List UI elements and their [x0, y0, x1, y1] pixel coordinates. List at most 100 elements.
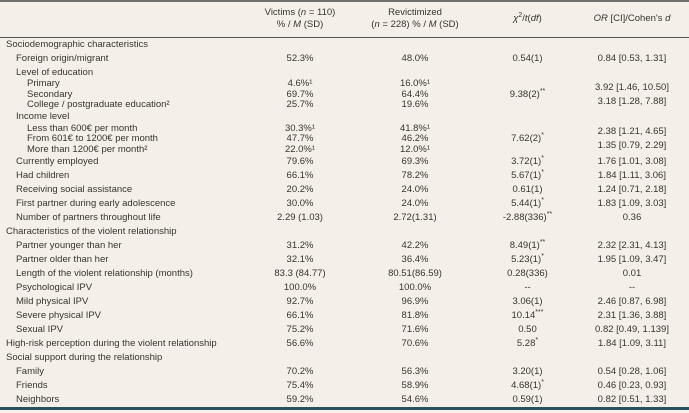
- significance-marker: **: [539, 238, 546, 246]
- row-label: Neighbors: [16, 394, 60, 406]
- row-label: College / postgraduate education²: [27, 99, 170, 111]
- revictimized-value: 78.2%: [401, 170, 429, 182]
- victims-value: 47.7%: [286, 133, 314, 145]
- victims-value: 92.7%: [286, 296, 314, 308]
- table-row: Friends 75.4% 58.9% 4.68(1)* 0.46 [0.23,…: [0, 379, 689, 393]
- revictimized-value: 2.72(1.31): [393, 212, 437, 224]
- row-label: More than 1200€ per month²: [27, 143, 148, 155]
- table-row: Primary 4.6%¹ 16.0%¹ 9.38(2)** 3.92 [1.4…: [0, 78, 689, 106]
- col-header-revictimized-line1: Revictimized: [388, 7, 442, 19]
- or-value: 3.18 [1.28, 7.88]: [597, 95, 667, 107]
- row-label: Foreign origin/migrant: [16, 53, 109, 65]
- victims-value: 79.6%: [286, 156, 314, 168]
- victims-value: 20.2%: [286, 184, 314, 196]
- significance-marker: *: [541, 132, 544, 140]
- row-label: Receiving social assistance: [16, 184, 133, 196]
- chi-value: 10.14***: [511, 308, 544, 322]
- victims-value: 75.4%: [286, 380, 314, 392]
- group-header-row: Income level: [0, 111, 689, 124]
- significance-marker: *: [541, 378, 544, 386]
- or-value: 1.35 [0.79, 2.29]: [597, 140, 667, 152]
- row-label: Partner younger than her: [16, 240, 122, 252]
- victims-value: 56.6%: [286, 338, 314, 350]
- or-value: 2.46 [0.87, 6.98]: [597, 296, 667, 308]
- section-row: Sociodemographic characteristics: [0, 38, 689, 53]
- significance-marker: *: [535, 336, 539, 344]
- table-row: From 601€ to 1200€ per month 47.7% 46.2%: [0, 134, 689, 145]
- victims-value: 22.0%¹: [284, 143, 316, 155]
- or-value: 2.31 [1.36, 3.88]: [597, 310, 667, 322]
- significance-marker: **: [546, 210, 553, 218]
- or-value: 1.24 [0.71, 2.18]: [597, 184, 667, 196]
- row-label: Secondary: [27, 88, 73, 100]
- row-label: Friends: [16, 380, 48, 392]
- revictimized-value: 69.3%: [401, 156, 429, 168]
- section-title: Social support during the relationship: [6, 352, 163, 364]
- group-label: Level of education: [16, 66, 94, 78]
- col-header-revictimized: Revictimized (n = 228) % / M (SD): [350, 1, 480, 38]
- section-row: Characteristics of the violent relations…: [0, 225, 689, 239]
- row-label: Length of the violent relationship (mont…: [16, 268, 193, 280]
- chi-value: 0.54(1): [512, 53, 543, 65]
- row-label: Had children: [16, 170, 70, 182]
- revictimized-value: 80.51(86.59): [388, 268, 442, 280]
- revictimized-value: 41.8%¹: [399, 122, 431, 134]
- table-row: More than 1200€ per month² 22.0%¹ 12.0%¹: [0, 145, 689, 156]
- table-row: Number of partners throughout life 2.29 …: [0, 211, 689, 225]
- or-value: 2.38 [1.21, 4.65]: [597, 126, 667, 138]
- col-header-victims-line2: % / M (SD): [276, 19, 324, 30]
- or-value: 3.92 [1.46, 10.50]: [595, 81, 669, 93]
- chi-value: 4.68(1)*: [511, 378, 544, 392]
- table-row: Psychological IPV 100.0% 100.0% -- --: [0, 281, 689, 295]
- row-label: Currently employed: [16, 156, 99, 168]
- revictimized-value: 19.6%: [401, 99, 429, 111]
- victims-value: 69.7%: [286, 88, 314, 100]
- table-row: Neighbors 59.2% 54.6% 0.59(1) 0.82 [0.51…: [0, 393, 689, 409]
- table-row: Severe physical IPV 66.1% 81.8% 10.14***…: [0, 309, 689, 323]
- section-row: Social support during the relationship: [0, 351, 689, 365]
- victims-value: 2.29 (1.03): [277, 212, 323, 224]
- chi-value: 8.49(1)**: [509, 238, 546, 252]
- chi-value: 5.67(1)*: [511, 168, 544, 182]
- col-header-victims-line1: Victims (n = 110): [264, 7, 336, 19]
- cohens-d-value: 0.36: [622, 212, 642, 224]
- chi-value: --: [524, 282, 531, 294]
- victims-value: 100.0%: [283, 282, 317, 294]
- group-label: Income level: [16, 111, 70, 123]
- table-row: Receiving social assistance 20.2% 24.0% …: [0, 183, 689, 197]
- or-value-group: 3.92 [1.46, 10.50] 3.18 [1.28, 7.88]: [575, 79, 689, 111]
- table-row: First partner during early adolescence 3…: [0, 197, 689, 211]
- or-value: 1.95 [1.09, 3.47]: [597, 254, 667, 266]
- revictimized-value: 56.3%: [401, 366, 429, 378]
- revictimized-value: 24.0%: [401, 198, 429, 210]
- or-value-group: 2.38 [1.21, 4.65] 1.35 [0.79, 2.29]: [575, 124, 689, 156]
- row-label: Family: [16, 366, 44, 378]
- chi-value: 3.20(1): [512, 366, 543, 378]
- or-value: 1.84 [1.11, 3.06]: [598, 170, 666, 182]
- table-row: Partner older than her 32.1% 36.4% 5.23(…: [0, 253, 689, 267]
- revictimized-value: 100.0%: [398, 282, 432, 294]
- header-row: Victims (n = 110) % / M (SD) Revictimize…: [0, 1, 689, 38]
- section-title: Sociodemographic characteristics: [6, 39, 149, 51]
- table-header: Victims (n = 110) % / M (SD) Revictimize…: [0, 1, 689, 38]
- revictimized-value: 70.6%: [401, 338, 429, 350]
- table-row: Currently employed 79.6% 69.3% 3.72(1)* …: [0, 155, 689, 169]
- row-label: Mild physical IPV: [16, 296, 89, 308]
- section-title: Characteristics of the violent relations…: [6, 226, 177, 238]
- row-label: From 601€ to 1200€ per month: [27, 133, 158, 145]
- victims-value: 32.1%: [286, 254, 314, 266]
- victims-value: 30.0%: [286, 198, 314, 210]
- significance-marker: *: [541, 154, 544, 162]
- row-label: Psychological IPV: [16, 282, 93, 294]
- col-header-revictimized-line2: (n = 228) % / M (SD): [371, 19, 459, 30]
- victims-value: 66.1%: [286, 170, 314, 182]
- row-label: Number of partners throughout life: [16, 212, 161, 224]
- victims-value: 4.6%¹: [287, 78, 313, 90]
- revictimized-value: 96.9%: [401, 296, 429, 308]
- table-row: Sexual IPV 75.2% 71.6% 0.50 0.82 [0.49, …: [0, 323, 689, 337]
- row-label: Severe physical IPV: [16, 310, 102, 322]
- or-value: 0.84 [0.53, 1.31]: [597, 53, 667, 65]
- significance-marker: *: [541, 196, 544, 204]
